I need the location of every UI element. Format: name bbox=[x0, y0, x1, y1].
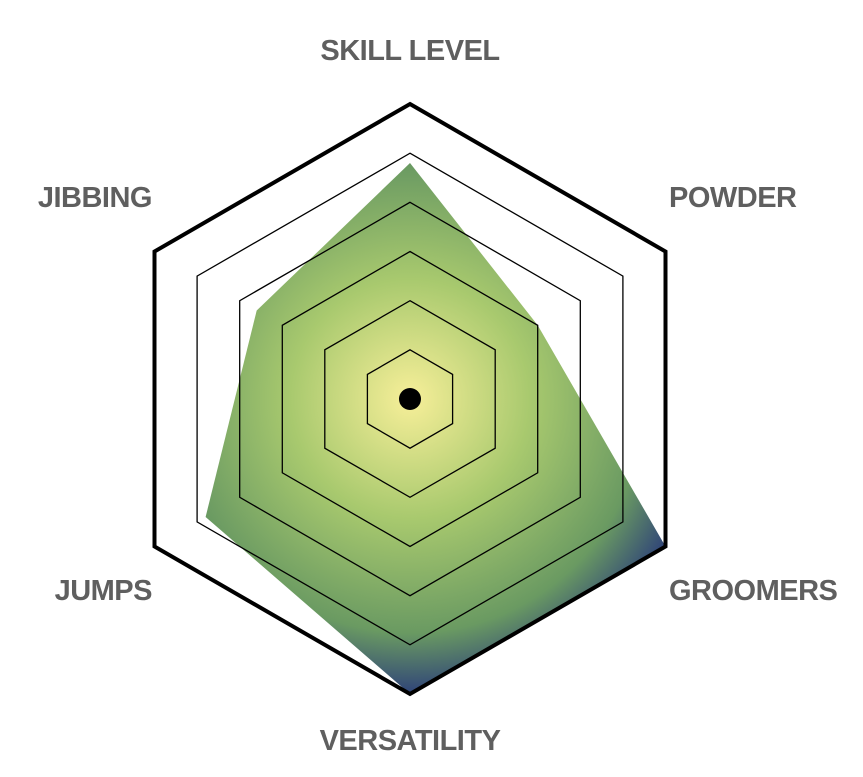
axis-label-groomers: GROOMERS bbox=[669, 575, 838, 607]
axis-label-versatility: VERSATILITY bbox=[320, 725, 501, 757]
grid-ring-4 bbox=[239, 201, 581, 597]
grid-ring-5 bbox=[196, 152, 624, 646]
grid-ring-outer bbox=[152, 101, 668, 697]
axis-label-jumps: JUMPS bbox=[55, 575, 153, 607]
axis-labels: SKILL LEVEL POWDER GROOMERS VERSATILITY … bbox=[38, 35, 838, 757]
grid-ring-3 bbox=[281, 250, 539, 548]
axis-label-jibbing: JIBBING bbox=[38, 182, 152, 214]
data-area bbox=[205, 163, 666, 694]
center-dot bbox=[399, 388, 421, 410]
axis-label-powder: POWDER bbox=[669, 182, 797, 214]
grid-ring-1 bbox=[366, 349, 454, 449]
grid-ring-2 bbox=[324, 299, 496, 499]
grid-layer bbox=[152, 101, 668, 697]
data-area-layer bbox=[205, 163, 666, 694]
axis-label-skill-level: SKILL LEVEL bbox=[320, 35, 499, 67]
